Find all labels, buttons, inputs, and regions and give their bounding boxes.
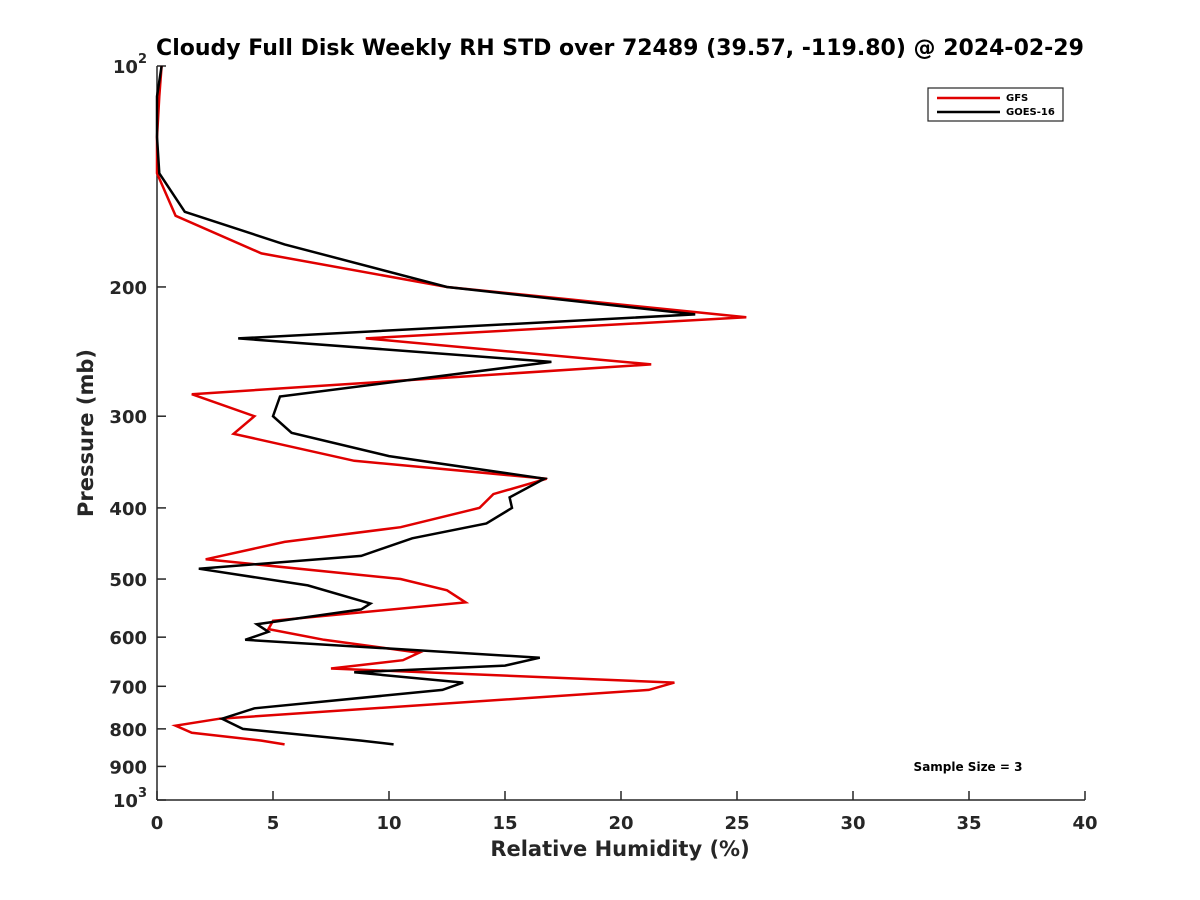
- x-tick-label: 30: [840, 813, 865, 834]
- legend-label-goes16: GOES-16: [1006, 107, 1055, 118]
- y-tick-label: 600: [109, 628, 147, 649]
- legend: GFS GOES-16: [927, 87, 1064, 122]
- y-tick-label: 102: [113, 52, 147, 78]
- x-tick-label: 0: [151, 813, 164, 834]
- y-tick-label: 500: [109, 570, 147, 591]
- y-tick-label: 400: [109, 499, 147, 520]
- x-tick-label: 20: [608, 813, 633, 834]
- x-tick-label: 25: [724, 813, 749, 834]
- y-axis-label: Pressure (mb): [74, 349, 98, 517]
- plot-lines: [155, 65, 747, 746]
- y-tick-label: 900: [109, 757, 147, 778]
- y-tick-label: 300: [109, 407, 147, 428]
- x-tick-label: 35: [956, 813, 981, 834]
- x-tick-label: 40: [1072, 813, 1097, 834]
- y-tick-label: 200: [109, 278, 147, 299]
- legend-label-gfs: GFS: [1006, 93, 1028, 104]
- chart-title: Cloudy Full Disk Weekly RH STD over 7248…: [156, 36, 1084, 61]
- y-tick-label: 800: [109, 720, 147, 741]
- series-line-gfs: [155, 65, 747, 746]
- sample-size-annotation: Sample Size = 3: [914, 760, 1023, 774]
- axes: 0 5 10 15 20 25 30 35 40 102 200 300 400 500 600 700 800…: [109, 52, 1097, 834]
- x-tick-label: 5: [267, 813, 280, 834]
- y-tick-label: 103: [113, 786, 147, 812]
- y-tick-label: 700: [109, 677, 147, 698]
- series-line-goes-16: [155, 65, 696, 746]
- x-tick-label: 15: [492, 813, 517, 834]
- x-axis-label: Relative Humidity (%): [490, 837, 749, 861]
- legend-box: [927, 87, 1064, 122]
- x-tick-label: 10: [376, 813, 401, 834]
